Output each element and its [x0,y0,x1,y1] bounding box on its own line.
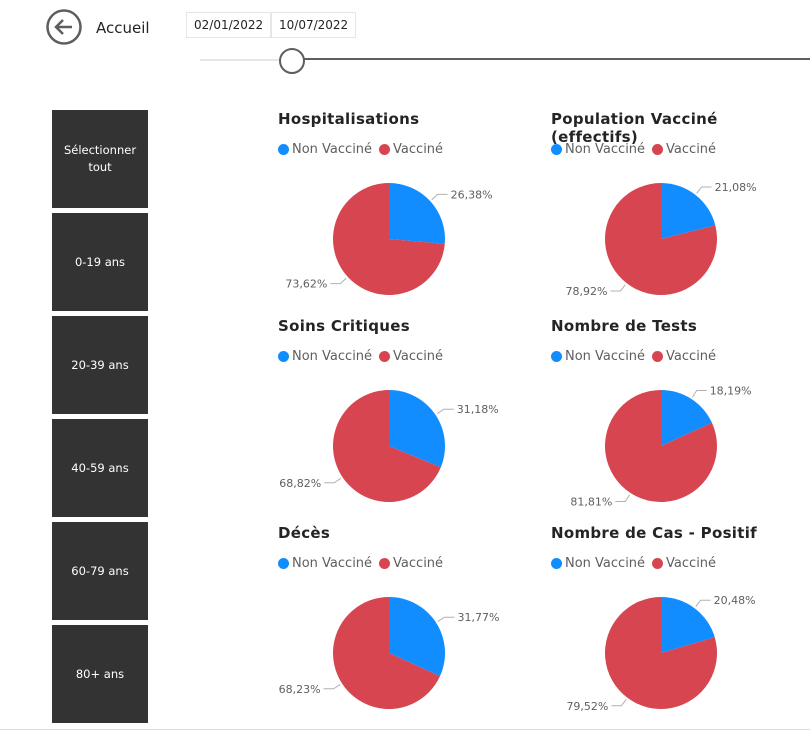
leader-line [323,684,341,690]
pie-chart: 31,18% 68,82% [279,390,499,502]
data-label: 18,19% [710,384,752,397]
legend-label[interactable]: Non Vacciné [565,556,646,571]
data-label: 68,23% [279,683,321,696]
leader-line [611,699,627,707]
leader-line [436,408,454,415]
chart-legend: Non Vacciné Vacciné [278,142,443,157]
age-slicer-button[interactable]: 0-19 ans [52,213,148,311]
legend-dot-non-vaccine [278,558,289,569]
leader-line [696,186,712,194]
data-label: 78,92% [565,285,607,298]
age-slicer-button[interactable]: 20-39 ans [52,316,148,414]
data-label: 68,82% [279,477,321,490]
legend-label[interactable]: Non Vacciné [565,349,646,364]
pie-slice-non-vaccine[interactable] [389,390,445,468]
legend-label[interactable]: Vacciné [666,349,717,364]
date-slicer-label: date [187,0,210,2]
chart-title: Nombre de Cas - Positif [551,524,757,542]
age-slicer-button[interactable]: 80+ ans [52,625,148,723]
data-label: 31,77% [457,611,499,624]
legend-label[interactable]: Non Vacciné [292,142,373,157]
slider-track-active[interactable] [304,58,810,60]
legend-label[interactable]: Vacciné [393,349,444,364]
legend-label[interactable]: Vacciné [393,142,444,157]
data-label: 73,62% [285,278,327,291]
legend-label[interactable]: Non Vacciné [292,556,373,571]
start-date-input[interactable]: 02/01/2022 [186,12,272,38]
date-slider-handle[interactable] [279,48,305,74]
age-slicer-label: 20-39 ans [71,357,129,372]
home-link[interactable]: Accueil [96,19,150,37]
legend-dot-non-vaccine [278,144,289,155]
legend-dot-vaccine [379,558,391,569]
pie-chart: 18,19% 81,81% [570,384,752,509]
legend-label[interactable]: Vacciné [393,556,444,571]
age-slicer-button[interactable]: Sélectionner tout [52,110,148,208]
pie-chart: 20,48% 79,52% [566,594,756,713]
age-slicer-label: 80+ ans [75,666,125,681]
pie-chart: 26,38% 73,62% [285,183,493,295]
leader-line [610,284,626,292]
legend-label[interactable]: Vacciné [666,142,717,157]
legend-dot-non-vaccine [551,351,562,362]
data-label: 21,08% [715,181,757,194]
pie-slice-non-vaccine[interactable] [389,183,445,244]
pie-chart: 21,08% 78,92% [565,181,757,298]
pie-slice-non-vaccine[interactable] [661,183,716,239]
age-slicer-label: 0-19 ans [74,254,126,269]
back-arrow-icon[interactable] [46,9,82,45]
data-label: 81,81% [570,496,612,509]
chart-title: Soins Critiques [278,317,410,335]
pie-slice-non-vaccine[interactable] [389,597,445,677]
chart-title: Nombre de Tests [551,317,698,335]
chart-legend: Non Vacciné Vacciné [551,349,716,364]
leader-line [691,389,707,398]
pie-slice-vaccine[interactable] [333,183,445,295]
chart-title: Décès [278,524,331,542]
slider-track-inactive [200,59,280,61]
leader-line [330,277,347,285]
legend-dot-vaccine [379,351,391,362]
pie-slice-non-vaccine[interactable] [661,390,712,446]
pie-slice-vaccine[interactable] [605,390,717,502]
legend-dot-vaccine [652,351,664,362]
chart-legend: Non Vacciné Vacciné [551,142,716,157]
leader-line [431,193,448,201]
data-label: 26,38% [451,188,493,201]
age-slicer-label: 40-59 ans [71,460,129,475]
age-slicer-label: Sélectionner tout [63,143,137,174]
legend-dot-non-vaccine [551,558,562,569]
chart-title: Hospitalisations [278,110,420,128]
legend-dot-vaccine [379,144,391,155]
legend-label[interactable]: Vacciné [666,556,717,571]
legend-dot-vaccine [652,144,664,155]
age-slicer-button[interactable]: 40-59 ans [52,419,148,517]
chart-legend: Non Vacciné Vacciné [278,349,443,364]
legend-dot-vaccine [652,558,664,569]
divider [0,729,810,730]
legend-label[interactable]: Non Vacciné [292,349,373,364]
pie-slice-vaccine[interactable] [605,597,717,709]
leader-line [615,494,631,503]
pie-slice-non-vaccine[interactable] [661,597,715,653]
age-slicer-button[interactable]: 60-79 ans [52,522,148,620]
end-date-input[interactable]: 10/07/2022 [271,12,357,38]
chart-legend: Non Vacciné Vacciné [278,556,443,571]
pie-slice-vaccine[interactable] [605,183,717,295]
data-label: 31,18% [457,403,499,416]
legend-label[interactable]: Non Vacciné [565,142,646,157]
pie-chart: 31,77% 68,23% [279,597,499,709]
data-label: 79,52% [566,700,608,713]
chart-title: Population Vacciné (effectifs) [551,110,718,146]
pie-slice-vaccine[interactable] [333,390,441,502]
data-label: 20,48% [714,594,756,607]
age-slicer-label: 60-79 ans [71,563,129,578]
leader-line [695,599,711,607]
pie-slice-vaccine[interactable] [333,597,441,709]
chart-legend: Non Vacciné Vacciné [551,556,716,571]
legend-dot-non-vaccine [278,351,289,362]
leader-line [324,477,342,484]
leader-line [437,616,455,622]
legend-dot-non-vaccine [551,144,562,155]
